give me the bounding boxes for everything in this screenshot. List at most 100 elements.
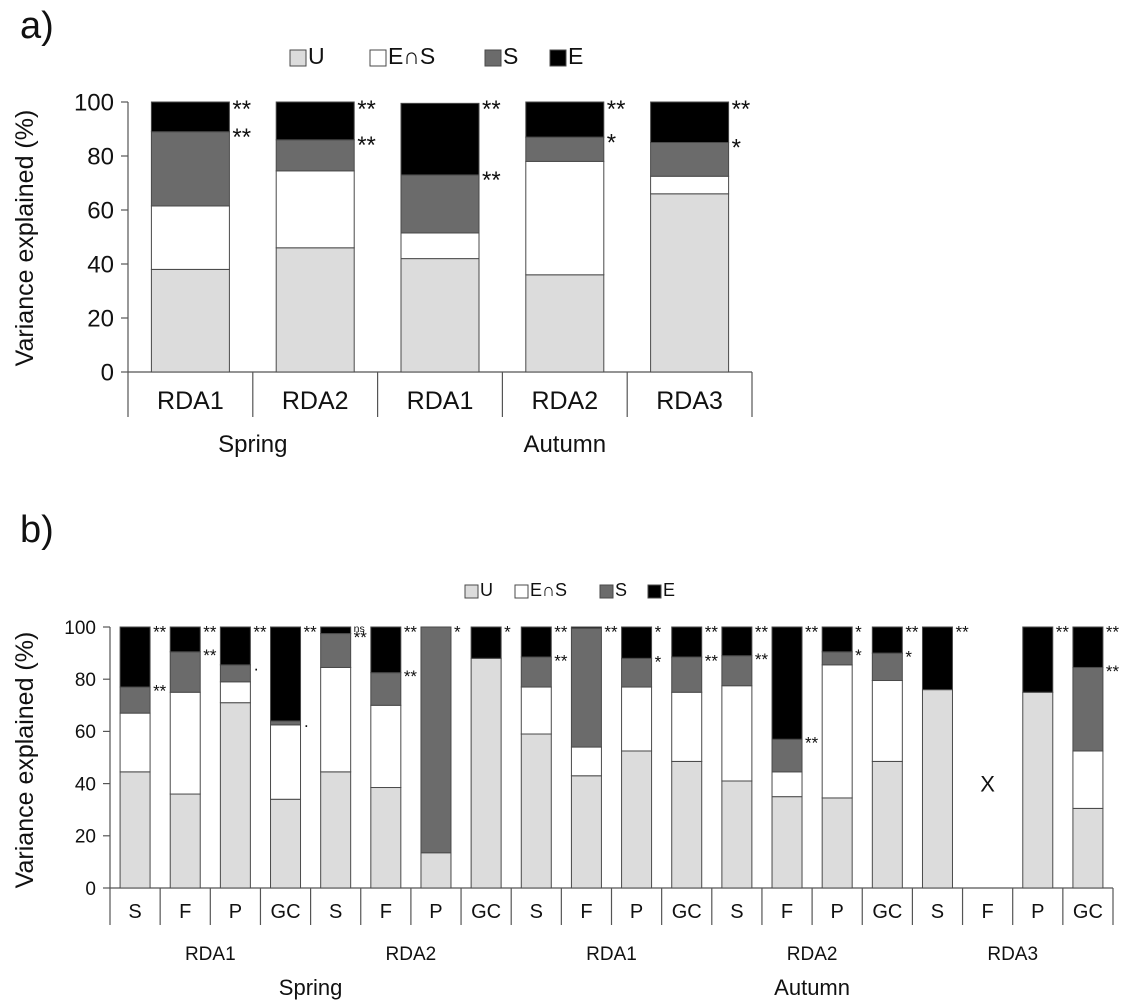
bar-segment-s bbox=[771, 738, 803, 773]
group-label: Autumn bbox=[523, 431, 606, 458]
bar-segment-e bbox=[1072, 626, 1104, 668]
bar-segment-e bbox=[520, 626, 552, 658]
bar-segment-u bbox=[525, 274, 605, 373]
plot-a: 0 20 40 60 80 100 RDA1 RDA2 RDA1 RDA2 RDA3 Spring Au… bbox=[74, 90, 753, 458]
significance-mid: · bbox=[304, 715, 310, 734]
category-label: RDA2 bbox=[282, 387, 349, 415]
subgroup-label: RDA1 bbox=[586, 944, 637, 965]
bar-segment-s bbox=[1072, 666, 1104, 752]
panel-a: a) Variance explained (%) U E∩S S E 0 20 40 60… bbox=[11, 5, 753, 458]
legend-a: U E∩S S E bbox=[289, 43, 583, 69]
significance-mid: ** bbox=[232, 124, 251, 151]
category-label: S bbox=[530, 901, 543, 923]
significance-mid: ** bbox=[755, 650, 769, 669]
category-label: P bbox=[831, 901, 844, 923]
bar-segment-ens bbox=[320, 666, 352, 773]
bar-segment-e bbox=[721, 626, 753, 657]
significance-mid: ** bbox=[554, 651, 568, 670]
bar-segment-ens bbox=[1072, 750, 1104, 809]
significance-top: ** bbox=[955, 623, 969, 642]
bar-segment-ens bbox=[520, 686, 552, 735]
category-label: F bbox=[982, 901, 994, 923]
bar-segment-e bbox=[370, 626, 402, 674]
legend-swatch-u bbox=[464, 584, 479, 599]
category-label: F bbox=[781, 901, 793, 923]
bar-segment-u bbox=[275, 247, 355, 373]
bar-segment-s bbox=[525, 136, 605, 162]
category-label: P bbox=[429, 901, 442, 923]
bar-segment-u bbox=[821, 797, 853, 889]
bar-segment-s bbox=[621, 657, 653, 688]
bar-segment-ens bbox=[400, 232, 480, 260]
y-tick-label: 100 bbox=[64, 618, 96, 639]
subgroup-label: RDA2 bbox=[787, 944, 838, 965]
bar-segment-ens bbox=[570, 746, 602, 777]
category-label: RDA2 bbox=[531, 387, 598, 415]
significance-top: * bbox=[655, 623, 662, 642]
bar-segment-ens bbox=[821, 664, 853, 799]
category-label: GC bbox=[471, 901, 501, 923]
bar-segment-e bbox=[771, 626, 803, 740]
y-tick-label: 20 bbox=[87, 306, 114, 333]
category-label: F bbox=[179, 901, 191, 923]
bar-segment-ens bbox=[721, 685, 753, 782]
y-tick-label: 40 bbox=[87, 252, 114, 279]
significance-top: ** bbox=[203, 623, 217, 642]
bar-segment-ens bbox=[771, 771, 803, 798]
significance-top: ** bbox=[357, 96, 376, 123]
group-label: Autumn bbox=[774, 975, 850, 1000]
bar-segment-ens bbox=[621, 686, 653, 752]
bar-segment-s bbox=[821, 651, 853, 666]
y-tick-label: 0 bbox=[101, 360, 114, 387]
significance-mid: ** bbox=[357, 132, 376, 159]
y-tick-label: 100 bbox=[74, 90, 114, 117]
significance-mid: * bbox=[905, 647, 912, 666]
category-label: S bbox=[730, 901, 743, 923]
bar-segment-u bbox=[119, 771, 151, 889]
bar-segment-u bbox=[400, 258, 480, 373]
significance-top: * bbox=[855, 623, 862, 642]
bar-segment-e bbox=[821, 626, 853, 653]
bar-segment-ens bbox=[671, 691, 703, 762]
bar-segment-u bbox=[570, 775, 602, 889]
bar-segment-e bbox=[270, 626, 302, 722]
bar-segment-e bbox=[169, 626, 201, 653]
significance-top: ** bbox=[755, 623, 769, 642]
bar-segment-u bbox=[921, 689, 953, 889]
legend-swatch-ens bbox=[369, 49, 387, 67]
significance-mid: ** bbox=[203, 646, 217, 665]
bar-segment-s bbox=[119, 686, 151, 714]
legend-label-e: E bbox=[663, 580, 675, 600]
bar-segment-s bbox=[270, 720, 302, 726]
bar-segment-ens bbox=[650, 175, 730, 195]
panel-b: b) Variance explained (%) U E∩S S E 0 20 40 60… bbox=[11, 509, 1120, 1000]
bar-segment-s bbox=[721, 655, 753, 687]
bar-segment-u bbox=[150, 268, 230, 373]
missing-bar-marker: X bbox=[980, 772, 995, 797]
bar-segment-ens bbox=[525, 160, 605, 276]
bar-segment-ens bbox=[219, 681, 251, 704]
significance-top: ** bbox=[1056, 623, 1070, 642]
legend-label-ens: E∩S bbox=[388, 43, 435, 69]
legend-swatch-u bbox=[289, 49, 307, 67]
significance-top: ** bbox=[604, 623, 618, 642]
bar-segment-s bbox=[671, 656, 703, 693]
category-label: RDA1 bbox=[157, 387, 224, 415]
significance-mid: ** bbox=[705, 651, 719, 670]
significance-mid: * bbox=[607, 129, 616, 156]
bar-segment-ens bbox=[119, 712, 151, 773]
bar-segment-s bbox=[871, 652, 903, 682]
plot-b: 0 20 40 60 80 100 S F P GC S F P GC S F P GC S F P GC S F P GC RDA… bbox=[64, 618, 1119, 1000]
significance-top: ** bbox=[153, 623, 167, 642]
legend-swatch-e bbox=[549, 49, 567, 67]
category-label: S bbox=[931, 901, 944, 923]
legend-b: U E∩S S E bbox=[464, 580, 675, 600]
group-label: Spring bbox=[279, 975, 343, 1000]
bar-segment-s bbox=[650, 142, 730, 177]
bar-segment-u bbox=[219, 702, 251, 889]
category-label: GC bbox=[271, 901, 301, 923]
bar-segment-e bbox=[525, 101, 605, 138]
bar-segment-e bbox=[275, 101, 355, 141]
y-tick-label: 0 bbox=[85, 879, 96, 900]
